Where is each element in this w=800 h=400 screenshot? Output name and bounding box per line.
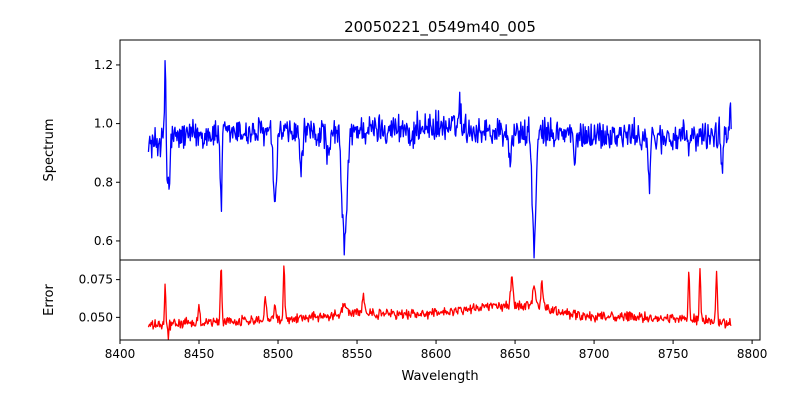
spectrum-y-axis-label: Spectrum [42, 119, 57, 182]
error-x-tick-label: 8550 [342, 347, 373, 361]
error-x-tick-label: 8650 [500, 347, 531, 361]
error-series-group [147, 265, 732, 340]
error-axes-frame [119, 259, 761, 341]
spectrum-panel: 0.6 0.8 1.0 1.2 Spectrum [42, 39, 761, 261]
spectrum-y-ticks: 0.6 0.8 1.0 1.2 [94, 58, 120, 248]
error-y-tick-label: 0.050 [79, 310, 113, 324]
error-x-tick-label: 8600 [421, 347, 452, 361]
error-x-tick-label: 8450 [184, 347, 215, 361]
spectrum-series-group [147, 60, 732, 259]
error-series-line [147, 265, 732, 340]
error-y-axis-label: Error [42, 284, 57, 316]
error-x-tick-label: 8700 [579, 347, 610, 361]
error-y-tick-label: 0.075 [79, 273, 113, 287]
chart-title: 20050221_0549m40_005 [344, 18, 536, 37]
error-x-ticks: 8400 8450 8500 8550 8600 8650 8700 8750 8800 [105, 340, 768, 361]
x-axis-label: Wavelength [401, 369, 478, 384]
error-x-tick-label: 8400 [105, 347, 136, 361]
spectrum-y-tick-label: 1.2 [94, 58, 113, 72]
spectrum-y-tick-label: 1.0 [94, 117, 113, 131]
spectrum-y-tick-label: 0.8 [94, 175, 113, 189]
error-x-tick-label: 8500 [263, 347, 294, 361]
error-x-tick-label: 8800 [737, 347, 768, 361]
spectrum-y-tick-label: 0.6 [94, 234, 113, 248]
error-x-tick-label: 8750 [658, 347, 689, 361]
spectrum-series-line [147, 60, 732, 259]
error-y-ticks: 0.050 0.075 [79, 273, 120, 324]
